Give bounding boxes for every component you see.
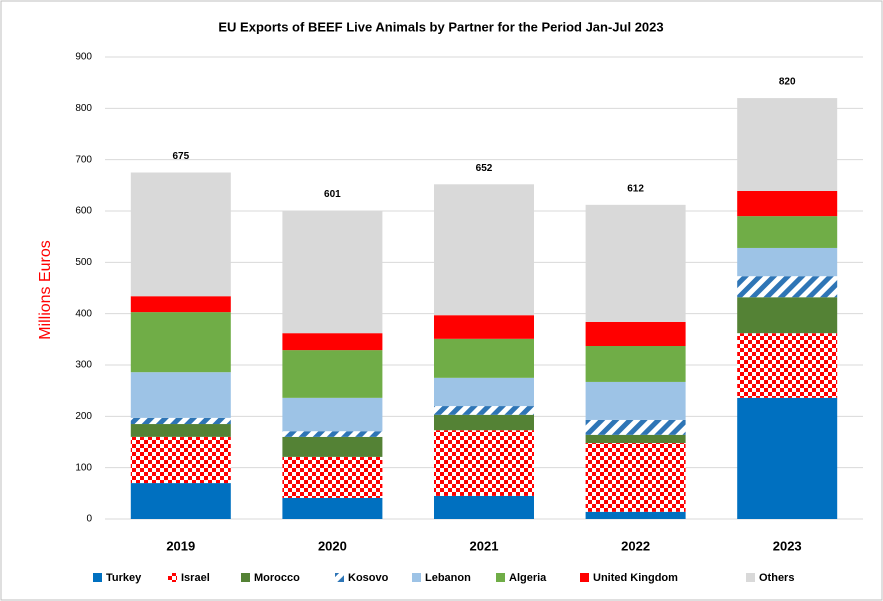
bar-segment: [585, 511, 686, 519]
bar-segment: [737, 276, 838, 298]
bar-segment: [585, 434, 686, 444]
legend-label: Algeria: [509, 572, 547, 584]
x-tick-label: 2022: [621, 538, 650, 553]
bar-segment: [585, 419, 686, 435]
y-tick-label: 0: [86, 514, 92, 525]
bar-segment: [434, 338, 534, 378]
legend-swatch: [496, 573, 505, 582]
bar-segment: [282, 397, 383, 432]
y-tick-label: 200: [75, 411, 92, 422]
total-label: 612: [627, 183, 644, 194]
y-tick-label: 500: [75, 257, 92, 268]
legend-label: Morocco: [254, 572, 300, 584]
bar-segment: [130, 372, 231, 418]
bar-segment: [585, 321, 686, 347]
y-tick-label: 700: [75, 154, 92, 165]
y-tick-label: 600: [75, 206, 92, 217]
bar-segment: [282, 436, 383, 457]
total-label: 820: [779, 77, 796, 88]
legend-swatch: [168, 573, 177, 582]
bar-segment: [282, 333, 383, 351]
bar-segment: [434, 315, 534, 339]
legend-label: Turkey: [106, 572, 142, 584]
y-tick-label: 900: [75, 52, 92, 63]
bar-segment: [130, 483, 231, 519]
bar-segment: [434, 406, 534, 415]
bar-segment: [737, 98, 838, 191]
bar-segment: [130, 436, 231, 484]
bar-segment: [585, 204, 686, 322]
x-tick-label: 2019: [166, 538, 195, 553]
bar-segment: [737, 297, 838, 334]
bar-segment: [130, 172, 231, 297]
bar-segment: [434, 430, 534, 496]
legend-swatch: [412, 573, 421, 582]
bar-segment: [282, 456, 383, 498]
x-tick-label: 2020: [318, 538, 347, 553]
bar-segment: [737, 333, 838, 398]
bar-segment: [434, 184, 534, 316]
legend-swatch: [580, 573, 589, 582]
bar-segment: [434, 377, 534, 407]
total-label: 652: [476, 163, 493, 174]
bar-segment: [585, 346, 686, 382]
legend-swatch: [335, 573, 344, 582]
bar-segment: [585, 381, 686, 420]
total-label: 675: [172, 151, 189, 162]
bar-segment: [282, 497, 383, 519]
legend-swatch: [746, 573, 755, 582]
bar-segment: [737, 397, 838, 519]
y-tick-label: 100: [75, 462, 92, 473]
legend-label: Others: [759, 572, 794, 584]
bar-segment: [434, 495, 534, 519]
legend-label: Lebanon: [425, 572, 471, 584]
legend-label: Kosovo: [348, 572, 389, 584]
bar-segment: [282, 210, 383, 334]
x-tick-label: 2021: [470, 538, 499, 553]
bar-segment: [737, 216, 838, 248]
x-tick-label: 2023: [773, 538, 802, 553]
legend-label: Israel: [181, 572, 210, 584]
bar-segment: [130, 424, 231, 437]
legend-label: United Kingdom: [593, 572, 678, 584]
legend-swatch: [93, 573, 102, 582]
bar-segment: [737, 247, 838, 277]
bar-segment: [737, 190, 838, 217]
y-axis-label: Millions Euros: [37, 240, 54, 340]
total-label: 601: [324, 189, 341, 200]
y-tick-label: 300: [75, 360, 92, 371]
bar-segment: [282, 431, 383, 437]
bar-segment: [130, 417, 231, 425]
bar-segment: [585, 443, 686, 512]
y-tick-label: 400: [75, 308, 92, 319]
bar-segment: [282, 350, 383, 398]
legend-swatch: [241, 573, 250, 582]
y-tick-label: 800: [75, 103, 92, 114]
bar-segment: [434, 414, 534, 431]
chart-title: EU Exports of BEEF Live Animals by Partn…: [218, 19, 663, 34]
bar-segment: [130, 296, 231, 313]
bar-segment: [130, 312, 231, 373]
